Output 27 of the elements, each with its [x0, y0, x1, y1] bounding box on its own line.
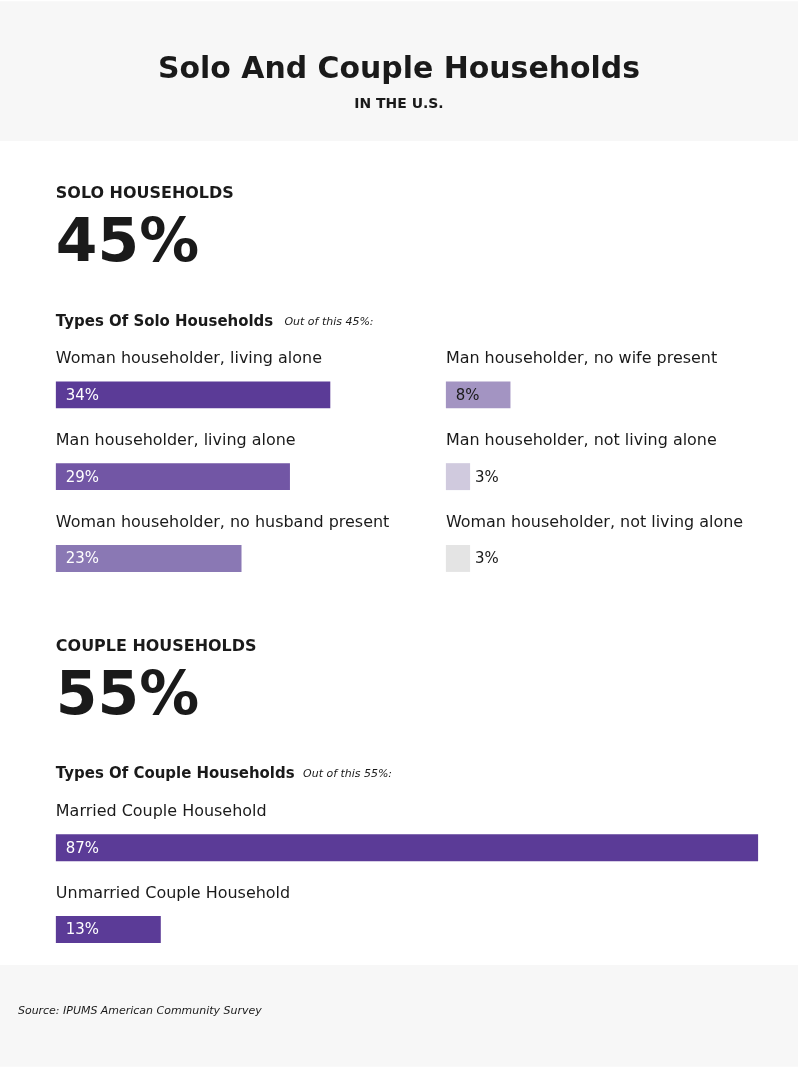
y-tick-label: Man householder, not living alone: [445, 430, 717, 450]
chart-subtitle: 55%: [55, 657, 200, 728]
annotation: Out of this 55%:: [303, 767, 393, 781]
y-tick-label: Married Couple Household: [55, 801, 267, 821]
data-label: 13%: [65, 920, 100, 939]
y-tick-label: Woman householder, no husband present: [55, 512, 390, 532]
data-label: 29%: [65, 467, 100, 486]
data-label: 3%: [475, 549, 499, 568]
chart-subtitle: 45%: [55, 204, 200, 275]
y-tick-label: Unmarried Couple Household: [55, 883, 291, 903]
y-tick-label: Woman householder, not living alone: [445, 512, 744, 532]
data-label: 23%: [65, 549, 100, 568]
text: IN THE U.S.: [354, 95, 444, 112]
chart-title: SOLO HOUSEHOLDS: [55, 182, 234, 202]
y-tick-label: Man householder, no wife present: [445, 348, 718, 368]
data-label: 87%: [65, 838, 100, 857]
y-tick-label: Woman householder, living alone: [55, 348, 322, 368]
annotation: Types Of Couple Households: [55, 764, 295, 783]
text: Solo And Couple Households: [158, 50, 640, 86]
y-tick-label: Man householder, living alone: [55, 430, 296, 450]
annotation: Out of this 45%:: [284, 314, 374, 328]
annotation: Types Of Solo Households: [55, 311, 274, 330]
source-note: Source: IPUMS American Community Survey: [17, 1003, 263, 1017]
data-label: 8%: [455, 385, 480, 404]
data-label: 3%: [475, 467, 499, 486]
data-label: 34%: [65, 385, 100, 404]
chart-title: COUPLE HOUSEHOLDS: [55, 635, 257, 655]
